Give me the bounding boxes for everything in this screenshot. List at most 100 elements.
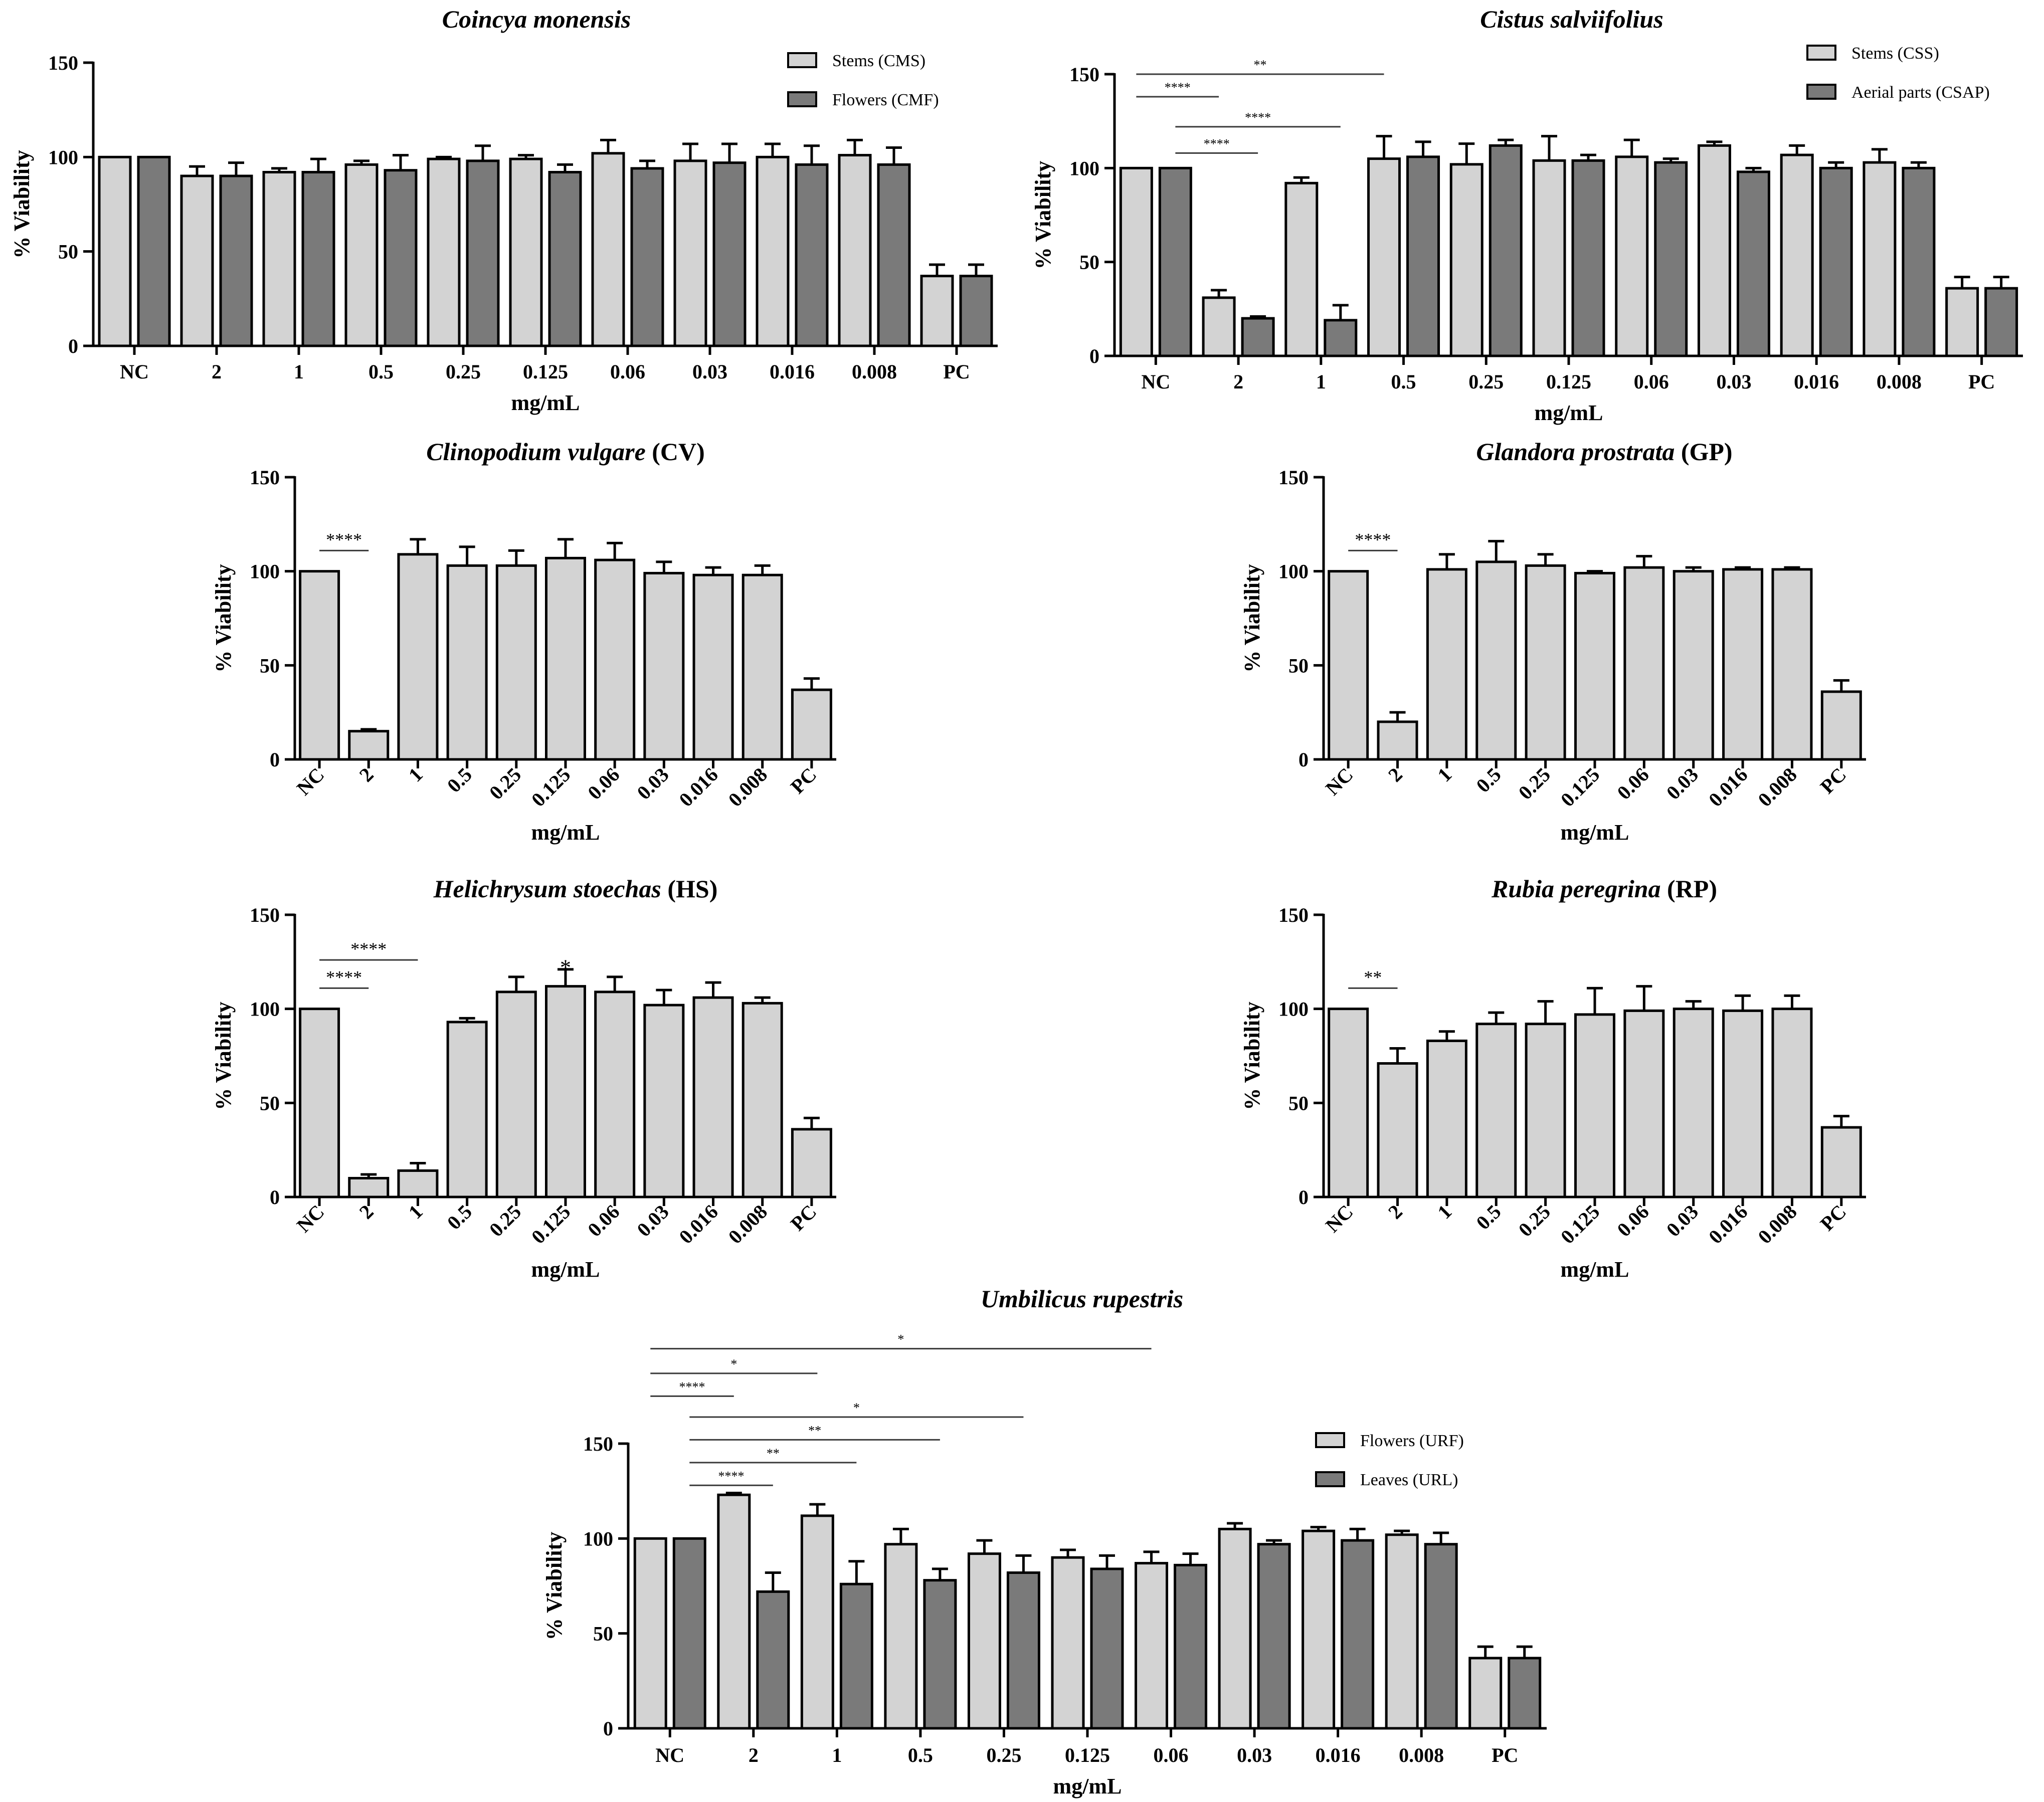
bar [446, 1021, 488, 1198]
bar [959, 275, 993, 347]
bar [1654, 161, 1688, 357]
x-tick-label: 0.06 [1154, 1744, 1189, 1766]
bar [795, 163, 829, 347]
chart-title-species: Cistus salviifolius [1480, 5, 1663, 33]
bar [1218, 1527, 1252, 1730]
bar [756, 1590, 790, 1730]
y-axis-label: % Viability [211, 1002, 236, 1110]
bar [594, 558, 636, 761]
bar [1257, 1543, 1291, 1730]
significance-label: * [853, 1400, 860, 1415]
x-axis-label: mg/mL [531, 1257, 600, 1282]
legend-swatch [787, 91, 817, 107]
y-tick-label: 150 [583, 1433, 613, 1455]
x-axis-label: mg/mL [1053, 1774, 1122, 1798]
x-tick-label: NC [292, 763, 329, 800]
y-axis-label: % Viability [542, 1532, 567, 1640]
significance-label: **** [326, 967, 362, 987]
y-tick-label: 150 [250, 466, 280, 489]
y-tick-label: 0 [1298, 1186, 1309, 1209]
x-tick-label: 0.016 [770, 360, 815, 383]
x-tick-label: PC [786, 763, 821, 798]
y-tick-label: 150 [1069, 63, 1099, 86]
x-tick-label: 0.5 [443, 763, 476, 797]
bar [1525, 564, 1566, 761]
x-axis-label: mg/mL [1561, 1257, 1629, 1282]
bar [712, 161, 747, 347]
bar [967, 1552, 1001, 1730]
bar [299, 570, 340, 761]
chart-panel-rp: Rubia peregrina (RP) 0 50 100 150 NC 2 1 0.5 0.25… [1240, 875, 1866, 1282]
bar [397, 553, 439, 761]
bar [1367, 157, 1401, 357]
x-tick-label: 0.03 [1237, 1744, 1272, 1766]
x-tick-label: 0.25 [1514, 763, 1555, 804]
y-tick-label: 50 [260, 1092, 280, 1114]
chart-title-code: (HS) [661, 875, 718, 903]
bar [299, 1008, 340, 1198]
x-tick-label: NC [120, 360, 149, 383]
chart-title-species: Helichrysum stoechas [433, 875, 661, 903]
bar [1341, 1539, 1375, 1730]
x-axis-label: mg/mL [511, 390, 580, 415]
bar [741, 573, 783, 761]
bar [672, 1537, 706, 1730]
x-tick-label: NC [1321, 763, 1358, 800]
x-tick-label: 2 [1384, 1200, 1407, 1224]
x-tick-label: 2 [1384, 763, 1407, 786]
legend-swatch [1806, 84, 1836, 100]
bar [446, 564, 488, 761]
y-tick-label: 100 [250, 560, 280, 583]
bar [1780, 153, 1814, 357]
x-tick-label: 0.125 [1556, 763, 1604, 811]
x-tick-label: 0.03 [632, 1200, 673, 1241]
y-tick-label: 100 [1069, 157, 1099, 179]
significance-label: * [897, 1332, 904, 1347]
x-tick-label: 0.5 [1471, 763, 1505, 797]
bar [98, 155, 132, 347]
bar [348, 730, 390, 761]
bar [633, 1537, 667, 1730]
chart-panel-ur: Umbilicus rupestris 0 50 100 150 NC 2 1 0.5 0.25 0… [542, 1285, 1547, 1798]
bar [348, 1176, 390, 1198]
chart-title-code: (GP) [1675, 438, 1732, 466]
significance-label: * [730, 1357, 737, 1371]
y-tick-label: 50 [593, 1623, 613, 1645]
bar [1324, 319, 1358, 357]
y-tick-label: 0 [1089, 345, 1099, 367]
bar [1571, 159, 1605, 357]
significance-label: ** [808, 1423, 821, 1438]
bar [630, 167, 664, 347]
x-tick-label: 0.03 [1716, 370, 1751, 393]
y-tick-label: 0 [270, 1186, 280, 1209]
bar [1902, 166, 1936, 357]
bar [1525, 1023, 1566, 1198]
x-tick-label: PC [1816, 763, 1851, 798]
significance-label: **** [1245, 110, 1271, 125]
legend-swatch [787, 52, 817, 68]
bar [545, 556, 586, 761]
y-tick-label: 150 [1278, 466, 1309, 489]
chart-panel-cv: Clinopodium vulgare (CV) 0 50 100 150 NC 2 1 0.5… [211, 438, 836, 845]
bar [1623, 1009, 1665, 1198]
significance-label: **** [679, 1379, 705, 1394]
x-tick-label: 0.125 [1065, 1744, 1110, 1766]
bar [344, 163, 379, 347]
bar [1449, 163, 1483, 357]
x-tick-label: 2 [355, 763, 378, 786]
bar [1328, 1008, 1369, 1198]
bar [1532, 159, 1566, 357]
bar [643, 571, 685, 761]
x-tick-label: 0.25 [485, 763, 525, 804]
bar [692, 996, 734, 1198]
bar [1673, 570, 1714, 761]
bar [591, 152, 625, 347]
significance-label: * [560, 955, 571, 979]
x-tick-label: 0.008 [1753, 1200, 1801, 1248]
y-tick-label: 150 [1278, 904, 1309, 926]
significance-label: **** [718, 1469, 745, 1483]
y-tick-label: 50 [1079, 251, 1099, 274]
bar [1508, 1657, 1542, 1730]
